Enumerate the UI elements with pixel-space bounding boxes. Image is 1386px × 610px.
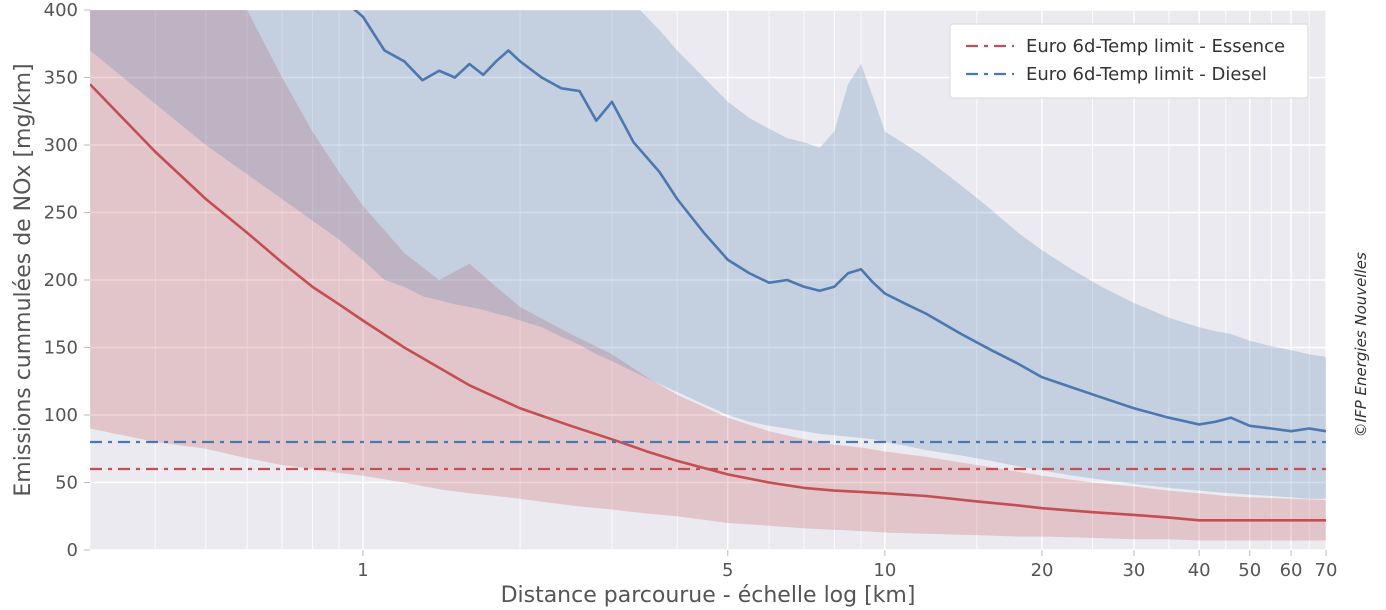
x-tick-label: 60 bbox=[1280, 560, 1303, 581]
x-tick-label: 30 bbox=[1122, 560, 1145, 581]
y-tick-label: 100 bbox=[44, 405, 78, 426]
x-tick-label: 50 bbox=[1238, 560, 1261, 581]
y-tick-label: 50 bbox=[55, 473, 78, 494]
y-tick-label: 300 bbox=[44, 135, 78, 156]
y-tick-label: 350 bbox=[44, 68, 78, 89]
x-axis-title: Distance parcourue - échelle log [km] bbox=[501, 583, 916, 608]
legend-label: Euro 6d-Temp limit - Diesel bbox=[1026, 64, 1267, 85]
y-tick-label: 250 bbox=[44, 203, 78, 224]
watermark: ©IFP Energies Nouvelles bbox=[1352, 252, 1370, 437]
x-tick-label: 70 bbox=[1315, 560, 1338, 581]
y-tick-label: 150 bbox=[44, 338, 78, 359]
legend-label: Euro 6d-Temp limit - Essence bbox=[1026, 36, 1285, 57]
y-tick-label: 200 bbox=[44, 270, 78, 291]
x-tick-label: 40 bbox=[1188, 560, 1211, 581]
y-tick-label: 400 bbox=[44, 0, 78, 21]
nox-emissions-chart: 0 50 100 150 200 250 300 350 400 1 5 10 20 30 40 50 60 70… bbox=[0, 0, 1386, 610]
x-tick-label: 1 bbox=[357, 560, 368, 581]
x-tick-label: 10 bbox=[873, 560, 896, 581]
x-tick-label: 20 bbox=[1031, 560, 1054, 581]
y-tick-label: 0 bbox=[67, 540, 78, 561]
x-tick-label: 5 bbox=[722, 560, 733, 581]
y-axis-title: Emissions cummulées de NOx [mg/km] bbox=[11, 63, 36, 496]
